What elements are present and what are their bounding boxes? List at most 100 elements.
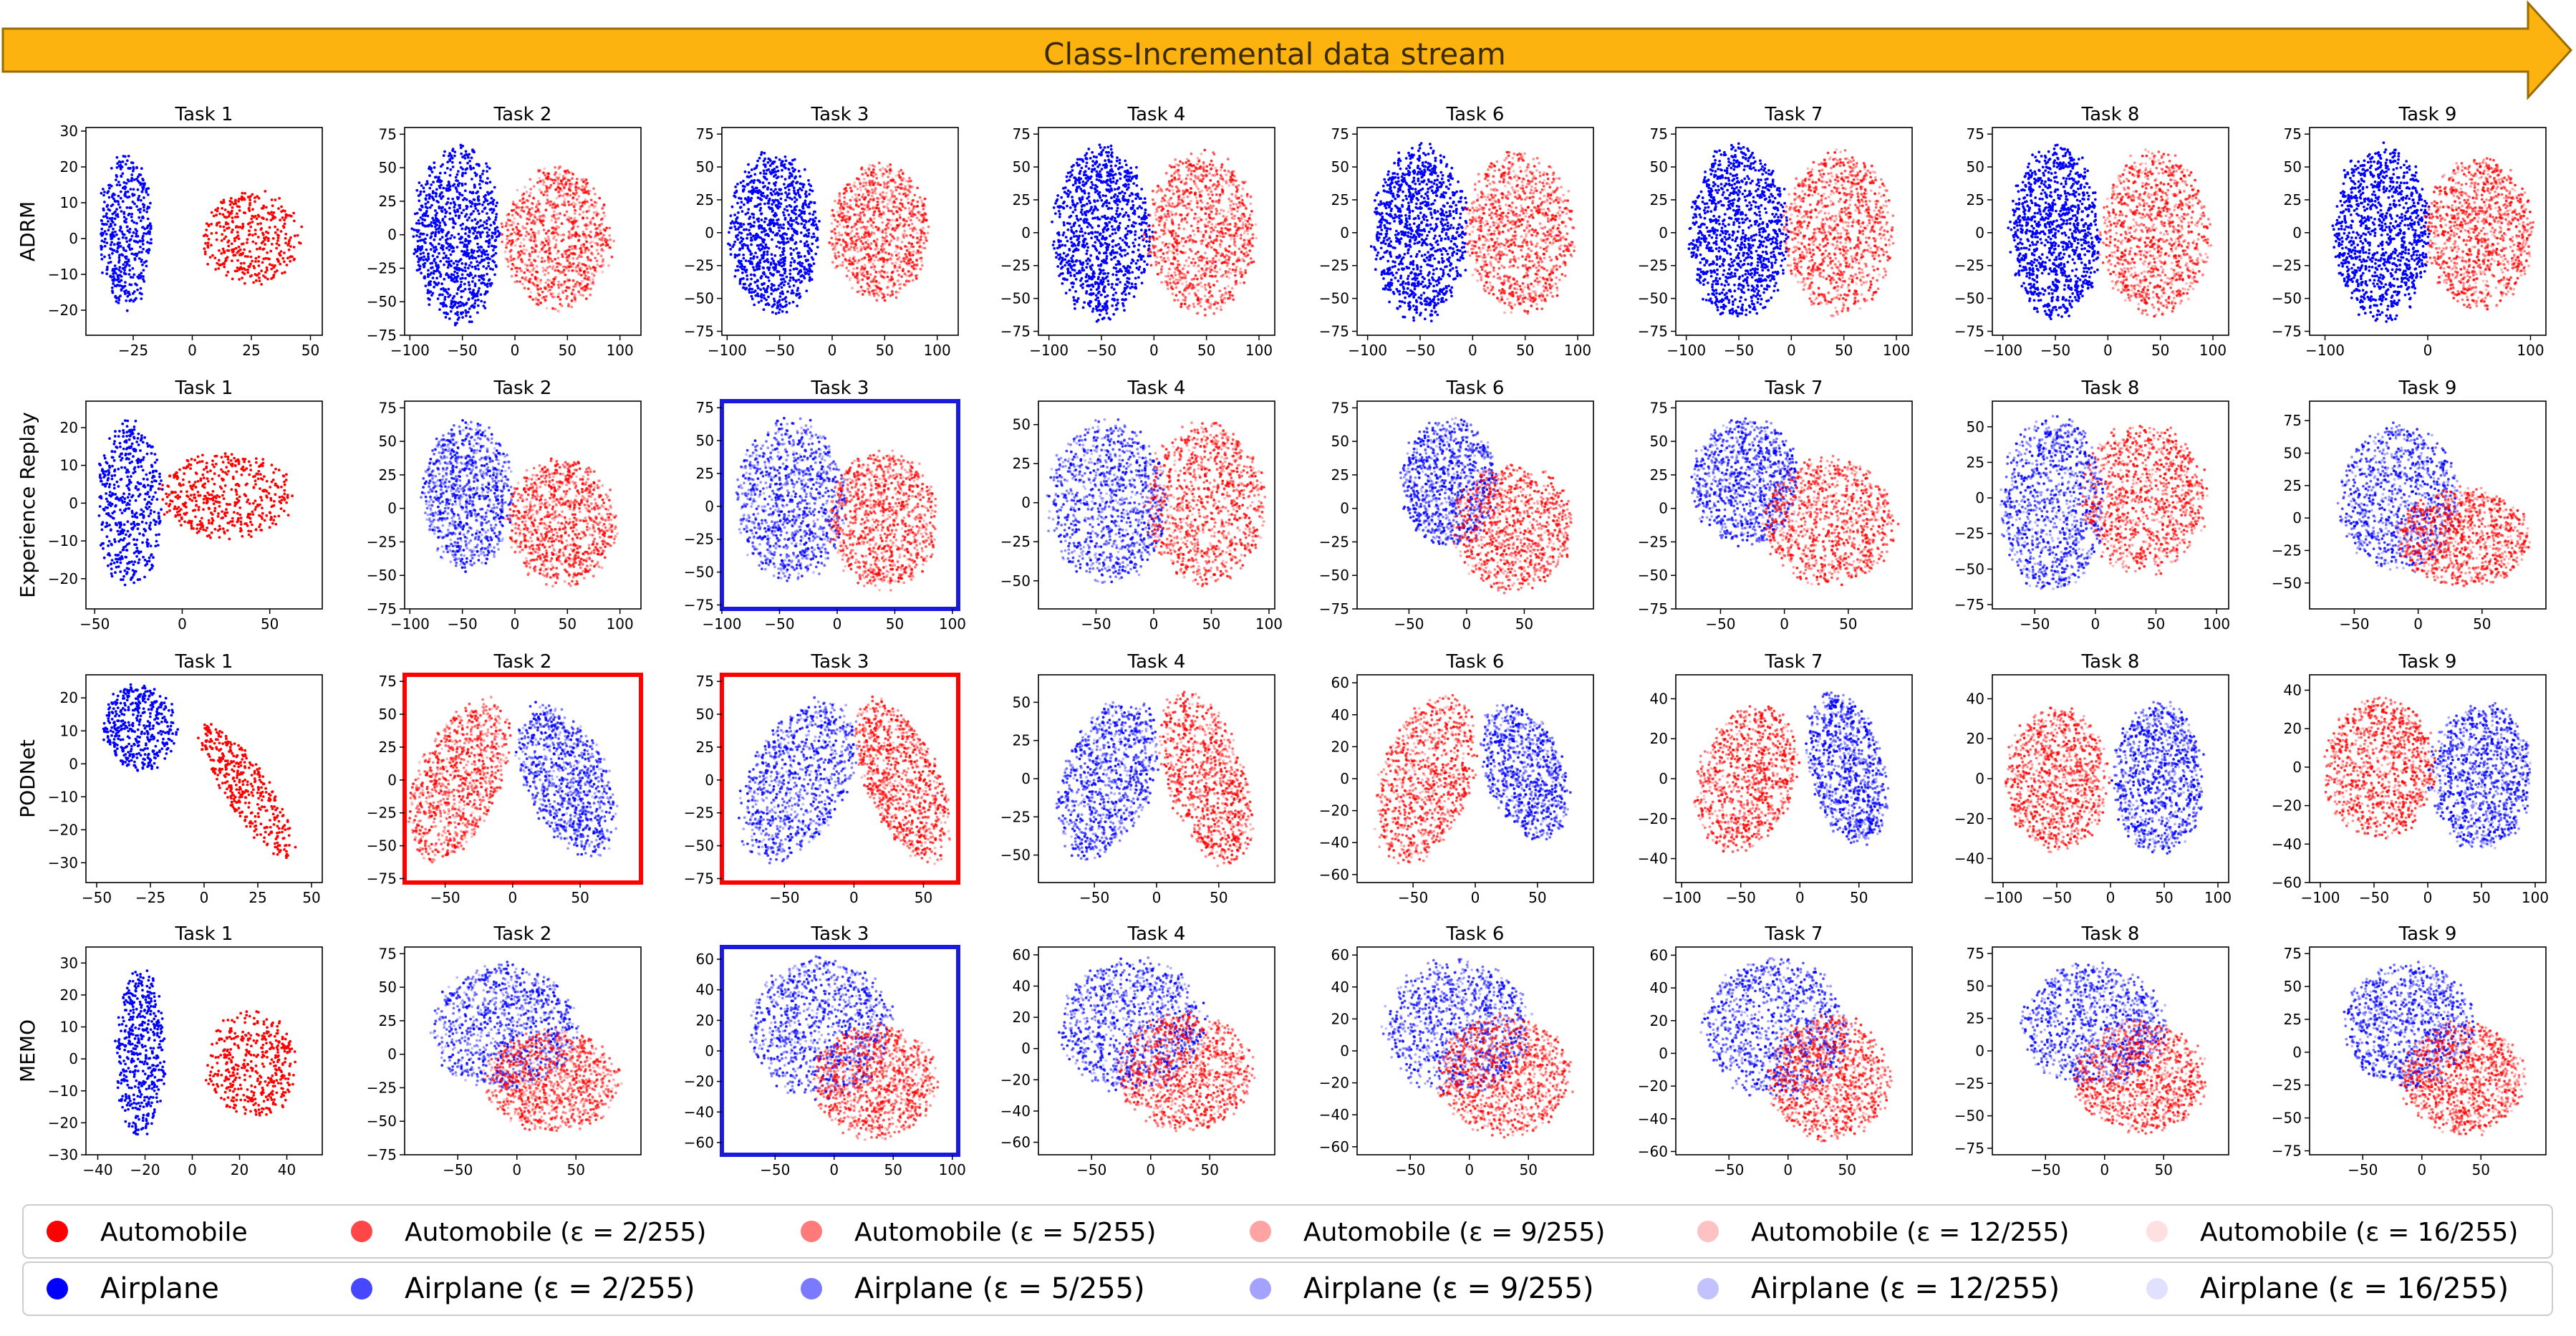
x-tick-label: −100 bbox=[2305, 342, 2345, 359]
scatter-panel: Task 6 −100 −50 0 50 100 −75 −50 −25 0 25 50 75 bbox=[1319, 104, 1594, 359]
y-tick-label: −25 bbox=[1319, 533, 1349, 550]
x-tick-label: 50 bbox=[2147, 615, 2165, 633]
x-tick-label: −50 bbox=[2020, 615, 2050, 633]
y-tick-label: 20 bbox=[60, 419, 78, 436]
y-tick-label: 50 bbox=[2284, 158, 2302, 176]
x-tick-label: −100 bbox=[2301, 889, 2340, 906]
y-tick-label: 60 bbox=[1331, 674, 1349, 691]
point-cloud bbox=[2323, 696, 2532, 850]
y-tick-label: 20 bbox=[1650, 1012, 1668, 1029]
y-tick-label: −75 bbox=[2272, 322, 2302, 340]
point-cloud bbox=[97, 419, 294, 587]
point-cloud bbox=[735, 416, 937, 592]
x-tick-label: 50 bbox=[1201, 1161, 1219, 1178]
y-tick-label: 75 bbox=[1650, 399, 1668, 416]
axes-frame bbox=[1675, 127, 1913, 336]
point-cloud bbox=[2331, 141, 2535, 323]
y-tick-label: −50 bbox=[1954, 560, 1984, 577]
scatter-panel: Task 9 −50 0 50 −75 −50 −25 0 25 50 75 bbox=[2272, 923, 2547, 1178]
y-tick-label: 20 bbox=[1331, 738, 1349, 755]
y-tick-label: 0 bbox=[1975, 224, 1984, 241]
x-tick-label: 0 bbox=[508, 889, 517, 906]
x-tick-label: 0 bbox=[1149, 615, 1159, 633]
y-tick-label: −20 bbox=[1954, 810, 1984, 827]
y-tick-label: −25 bbox=[367, 259, 397, 277]
y-tick-label: −50 bbox=[367, 837, 397, 855]
point-cloud bbox=[405, 696, 619, 864]
scatter-panel: Task 7 −100 −50 0 50 100 −75 −50 −25 0 25 50 75 bbox=[1638, 104, 1913, 359]
panel-title: Task 7 bbox=[1765, 378, 1823, 399]
x-tick-label: 50 bbox=[1528, 889, 1546, 906]
x-tick-label: −50 bbox=[1081, 615, 1111, 633]
point-cloud bbox=[2343, 961, 2527, 1137]
y-tick-label: −30 bbox=[48, 1146, 78, 1163]
y-tick-label: −50 bbox=[2272, 290, 2302, 307]
scatter-panel: Task 8 −100 −50 0 50 100 −40 −20 0 20 40 bbox=[1954, 651, 2232, 906]
y-tick-label: −25 bbox=[1954, 525, 1984, 542]
y-tick-label: −20 bbox=[1638, 1077, 1668, 1095]
legend-marker bbox=[801, 1221, 822, 1242]
y-tick-label: −25 bbox=[684, 257, 714, 274]
y-tick-label: −20 bbox=[48, 570, 78, 587]
y-tick-label: 0 bbox=[1975, 489, 1984, 506]
x-tick-label: −100 bbox=[1029, 342, 1068, 359]
legend: Automobile Automobile (ε = 2/255) Automobi… bbox=[22, 1204, 2553, 1316]
y-tick-label: −20 bbox=[1638, 810, 1668, 827]
y-tick-label: −25 bbox=[2272, 542, 2302, 559]
point-cloud bbox=[1051, 143, 1258, 323]
x-tick-label: −100 bbox=[390, 342, 430, 359]
x-tick-label: 50 bbox=[567, 1161, 585, 1178]
y-tick-label: 0 bbox=[1021, 770, 1031, 787]
y-tick-label: 0 bbox=[1021, 494, 1031, 511]
x-tick-label: 50 bbox=[571, 889, 589, 906]
y-tick-label: 25 bbox=[1650, 466, 1668, 484]
y-tick-label: 40 bbox=[1967, 690, 1984, 707]
x-tick-label: −100 bbox=[703, 615, 742, 633]
highlight-frame bbox=[720, 673, 960, 885]
x-tick-label: 0 bbox=[511, 615, 520, 633]
y-tick-label: 75 bbox=[379, 673, 397, 690]
x-tick-label: 0 bbox=[2423, 342, 2433, 359]
y-tick-label: 25 bbox=[1013, 732, 1031, 749]
point-cloud bbox=[114, 969, 296, 1136]
panel-title: Task 1 bbox=[175, 378, 233, 399]
axes-frame bbox=[85, 400, 323, 610]
y-tick-label: −75 bbox=[1954, 596, 1984, 613]
y-tick-label: 50 bbox=[696, 706, 714, 723]
point-cloud bbox=[1399, 416, 1573, 595]
panel-title: Task 6 bbox=[1446, 104, 1505, 125]
y-tick-label: 20 bbox=[1967, 730, 1984, 747]
x-tick-label: 50 bbox=[1202, 615, 1220, 633]
axes-frame bbox=[1356, 127, 1594, 336]
x-tick-label: 0 bbox=[2106, 889, 2116, 906]
y-tick-label: −25 bbox=[1954, 1075, 1984, 1092]
y-tick-label: 75 bbox=[1967, 125, 1984, 143]
y-tick-label: 20 bbox=[60, 986, 78, 1004]
scatter-panel: Task 9 −100 −50 0 50 100 −60 −40 −20 0 20 40 bbox=[2272, 651, 2549, 906]
x-tick-label: 50 bbox=[886, 615, 904, 633]
y-tick-label: 50 bbox=[1650, 158, 1668, 176]
y-tick-label: 50 bbox=[1967, 418, 1984, 436]
y-tick-label: 0 bbox=[1021, 1040, 1031, 1057]
y-tick-label: −10 bbox=[48, 1082, 78, 1100]
legend-marker bbox=[47, 1221, 68, 1242]
x-tick-label: 0 bbox=[200, 889, 209, 906]
y-tick-label: −20 bbox=[48, 302, 78, 319]
x-tick-label: 50 bbox=[559, 342, 577, 359]
y-tick-label: 0 bbox=[1021, 224, 1031, 241]
y-tick-label: −40 bbox=[1319, 834, 1349, 851]
x-tick-label: 0 bbox=[1152, 889, 1162, 906]
legend-marker bbox=[801, 1278, 822, 1299]
axes-frame bbox=[85, 127, 323, 336]
y-tick-label: 25 bbox=[1967, 191, 1984, 208]
y-tick-label: −25 bbox=[367, 533, 397, 550]
y-tick-label: −50 bbox=[2272, 1110, 2302, 1127]
x-tick-label: 100 bbox=[924, 342, 951, 359]
y-tick-label: −50 bbox=[1319, 567, 1349, 584]
y-tick-label: 0 bbox=[1659, 770, 1668, 787]
y-tick-label: 20 bbox=[2284, 720, 2302, 737]
scatter-panel: Task 8 −50 0 50 100 −75 −50 −25 0 25 50 bbox=[1954, 378, 2230, 633]
panel-title: Task 2 bbox=[493, 651, 552, 673]
axes-frame bbox=[1992, 400, 2229, 610]
